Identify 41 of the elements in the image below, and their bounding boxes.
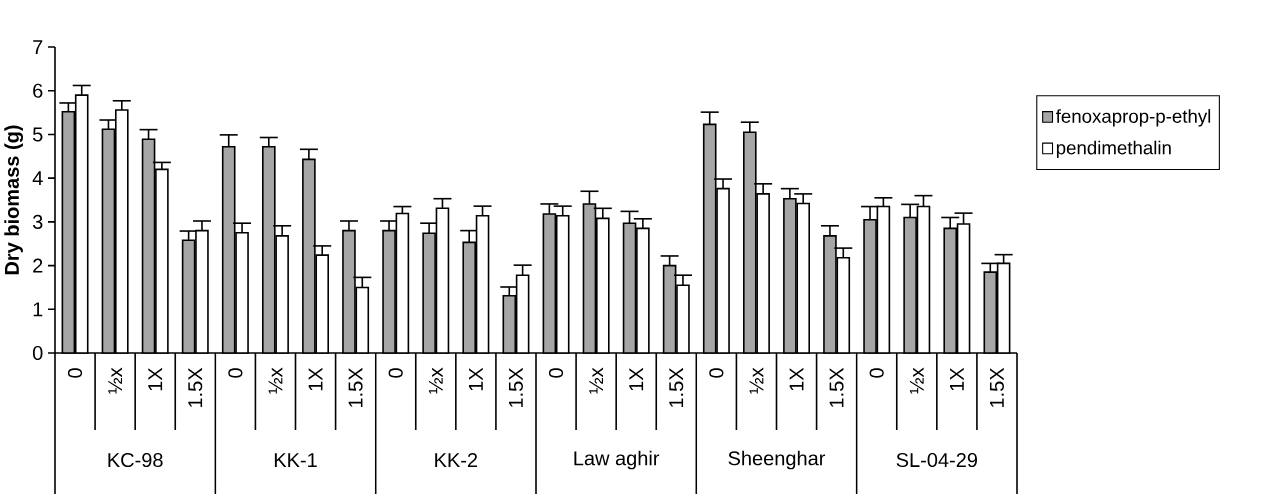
y-tick-label: 5 bbox=[32, 127, 43, 142]
x-tick-label: ½x bbox=[749, 367, 764, 394]
x-tick-label: 0 bbox=[388, 368, 403, 378]
x-tick-label: 0 bbox=[709, 368, 724, 378]
x-tick-label: ½x bbox=[589, 367, 604, 394]
y-tick-label: 3 bbox=[32, 214, 43, 229]
text: KC-98 bbox=[108, 452, 163, 468]
text: SL-04-29 bbox=[896, 452, 977, 468]
x-tick-label: 1X bbox=[789, 367, 804, 391]
y-tick-label: 6 bbox=[33, 83, 43, 98]
x-tick-label: 1.5X bbox=[188, 367, 203, 407]
y-axis-title: Dry biomass (g) bbox=[4, 125, 24, 275]
y-tick-label: 2 bbox=[33, 258, 43, 273]
legend-label: pendimethalin bbox=[1056, 140, 1171, 159]
x-tick-label: 1.5X bbox=[348, 367, 363, 407]
text: KK-1 bbox=[274, 453, 317, 467]
x-tick-label: 1.5X bbox=[989, 367, 1004, 407]
x-tick-label: 1.5X bbox=[829, 367, 844, 407]
text: KK-2 bbox=[435, 453, 478, 467]
x-tick-label: 1X bbox=[629, 367, 644, 391]
x-tick-label: 0 bbox=[548, 368, 564, 378]
x-tick-label: ½x bbox=[428, 367, 443, 394]
legend-label: fenoxaprop-p-ethyl bbox=[1055, 109, 1211, 127]
x-tick-label: 1X bbox=[148, 367, 163, 391]
x-tick-label: 1.5X bbox=[669, 367, 684, 407]
x-tick-label: 1X bbox=[950, 367, 964, 391]
x-tick-label: 0 bbox=[228, 368, 243, 378]
x-tick-label: 1X bbox=[469, 367, 483, 391]
text: Sheenghar bbox=[728, 450, 826, 470]
y-tick-label: 4 bbox=[32, 171, 43, 186]
x-tick-label: ½x bbox=[909, 367, 924, 394]
x-tick-label: 1X bbox=[308, 367, 323, 391]
text: Law aghir bbox=[574, 450, 660, 470]
x-tick-label: 0 bbox=[869, 368, 884, 378]
x-tick-label: 1.5X bbox=[508, 367, 523, 407]
y-tick-label: 1 bbox=[33, 302, 43, 317]
x-tick-label: ½x bbox=[108, 367, 123, 394]
y-tick-label: 0 bbox=[32, 345, 43, 361]
y-tick-label: 7 bbox=[33, 40, 43, 54]
x-tick-label: 0 bbox=[67, 368, 83, 378]
x-tick-label: ½x bbox=[268, 367, 283, 394]
